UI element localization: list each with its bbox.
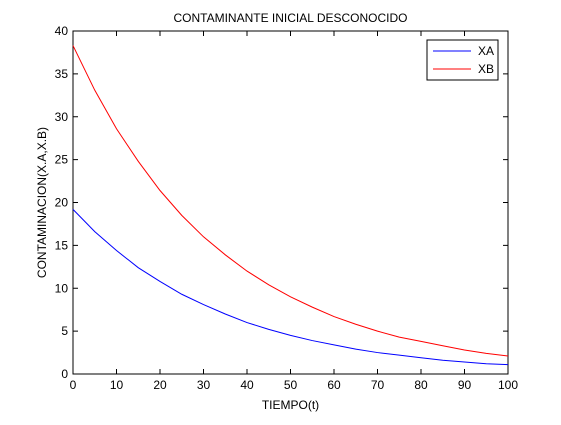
legend-label: XB (478, 62, 494, 76)
y-axis-label: CONTAMINACION(X.A,X.B) (35, 127, 49, 278)
y-tick-label: 10 (55, 281, 69, 295)
y-tick-label: 20 (55, 196, 69, 210)
legend: XA XB (426, 39, 499, 81)
y-tick-label: 40 (55, 24, 69, 38)
x-tick-label: 100 (498, 378, 518, 392)
x-tick-label: 0 (70, 378, 77, 392)
x-tick-label: 40 (240, 378, 254, 392)
chart-title: CONTAMINANTE INICIAL DESCONOCIDO (173, 11, 407, 25)
y-tick-label: 25 (55, 153, 69, 167)
x-axis-label: TIEMPO(t) (262, 398, 319, 412)
x-tick-label: 70 (371, 378, 385, 392)
x-tick-label: 80 (414, 378, 428, 392)
series-line-xb (72, 45, 509, 357)
x-tick-label: 10 (110, 378, 124, 392)
legend-label: XA (478, 44, 494, 58)
y-tick-label: 5 (61, 324, 68, 338)
series-layer (72, 45, 509, 366)
x-tick-label: 20 (153, 378, 167, 392)
plot-area (72, 30, 509, 375)
x-tick-label: 90 (458, 378, 472, 392)
legend-box (426, 39, 499, 81)
y-tick-label: 15 (55, 238, 69, 252)
y-tick-label: 30 (55, 110, 69, 124)
axis-ticks: 0 10 20 30 40 50 60 70 80 90 100 0 5 10 15 20 25 30 35 40 (55, 24, 519, 392)
x-tick-label: 30 (197, 378, 211, 392)
x-tick-label: 60 (327, 378, 341, 392)
x-tick-label: 50 (284, 378, 298, 392)
y-tick-label: 0 (61, 367, 68, 381)
series-line-xa (72, 209, 509, 366)
y-tick-label: 35 (55, 67, 69, 81)
